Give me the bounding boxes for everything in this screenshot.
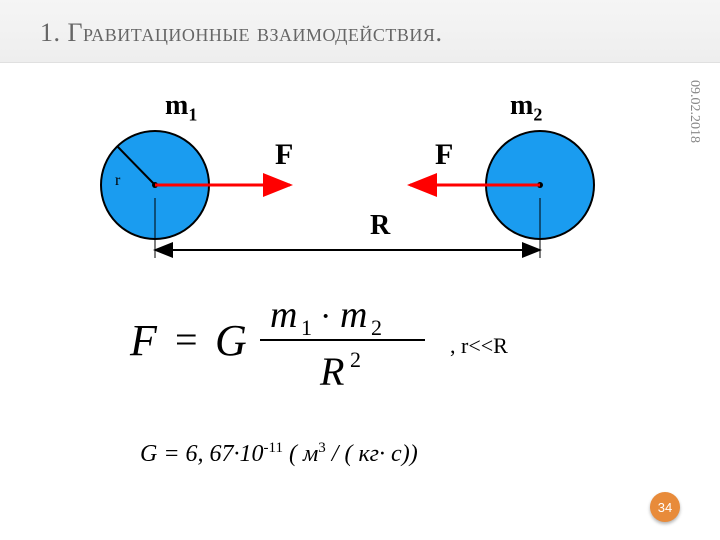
mass-2-label: m2	[510, 90, 542, 126]
radius-label: r	[115, 172, 120, 190]
gravity-formula: F = G m 1 · m 2 R 2	[125, 285, 445, 400]
svg-text:G: G	[215, 316, 247, 365]
condition-text: , r<<R	[450, 333, 508, 359]
title-bar: 1. Гравитационные взаимодействия.	[0, 0, 720, 63]
page-number-badge: 34	[650, 492, 680, 522]
svg-text:2: 2	[350, 347, 361, 372]
svg-text:2: 2	[371, 315, 382, 340]
distance-R-label: R	[370, 210, 390, 242]
force-label-2: F	[435, 138, 453, 172]
svg-text:·: ·	[320, 298, 331, 335]
svg-text:m: m	[270, 294, 297, 336]
svg-text:1: 1	[301, 315, 312, 340]
formula-F: F	[129, 316, 158, 365]
svg-text:R: R	[319, 349, 344, 394]
slide-title: 1. Гравитационные взаимодействия.	[40, 18, 680, 48]
mass-2-circle	[485, 130, 595, 240]
svg-text:=: =	[175, 317, 198, 362]
svg-text:m: m	[340, 294, 367, 336]
gravity-diagram: m1 m2 r F F R	[90, 90, 630, 270]
date-label: 09.02.2018	[686, 80, 702, 143]
mass-1-label: m1	[165, 90, 197, 126]
gravitational-constant: G = 6, 67·10-11 ( м3 / ( кг· с))	[140, 440, 418, 468]
force-label-1: F	[275, 138, 293, 172]
